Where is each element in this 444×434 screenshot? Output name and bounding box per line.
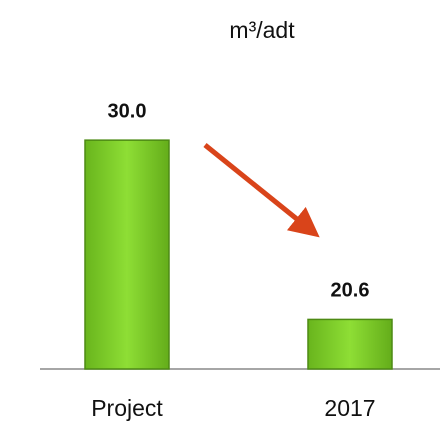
chart-title: m³/adt <box>229 17 295 43</box>
x-tick-label: 2017 <box>324 395 375 421</box>
value-label: 30.0 <box>108 100 147 122</box>
bar <box>84 139 170 370</box>
trend-arrow <box>203 143 320 238</box>
value-label: 20.6 <box>331 280 370 302</box>
x-tick-label: Project <box>91 395 163 421</box>
bar <box>307 318 393 370</box>
